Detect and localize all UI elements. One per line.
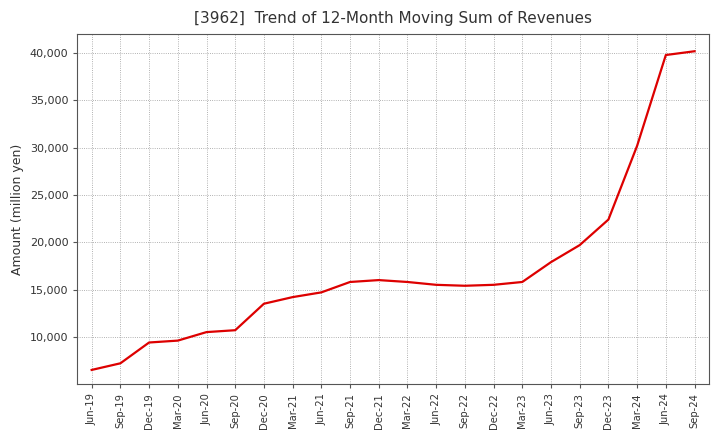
Y-axis label: Amount (million yen): Amount (million yen) — [11, 143, 24, 275]
Title: [3962]  Trend of 12-Month Moving Sum of Revenues: [3962] Trend of 12-Month Moving Sum of R… — [194, 11, 592, 26]
